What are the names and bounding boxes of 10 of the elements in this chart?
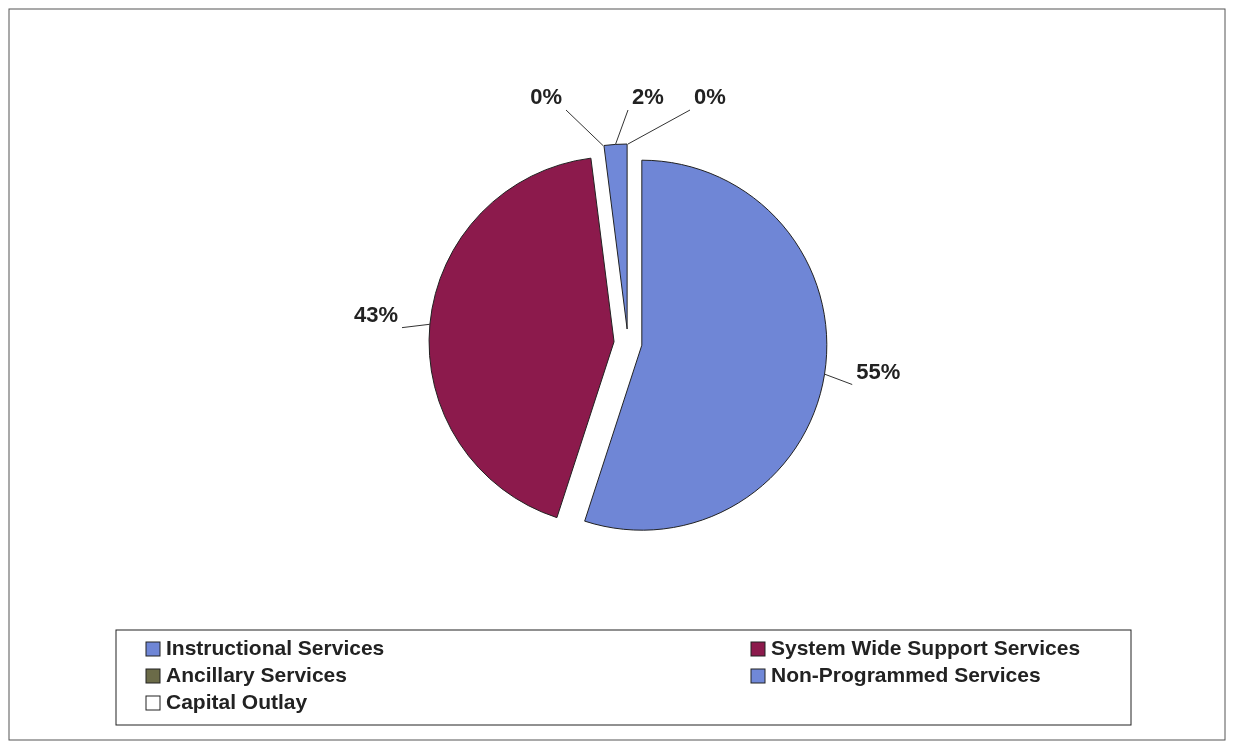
- data-label: 43%: [353, 301, 399, 327]
- text: 0%: [530, 84, 562, 109]
- text: 0%: [694, 84, 726, 109]
- legend-label: Capital Outlay: [166, 690, 308, 713]
- legend-label: System Wide Support Services: [771, 636, 1081, 659]
- data-label: 2%: [632, 84, 664, 109]
- legend-label: Ancillary Services: [166, 663, 347, 686]
- legend-label: Instructional Services: [166, 636, 385, 659]
- legend-label: Non-Programmed Services: [771, 663, 1041, 686]
- data-label: 55%: [856, 358, 901, 384]
